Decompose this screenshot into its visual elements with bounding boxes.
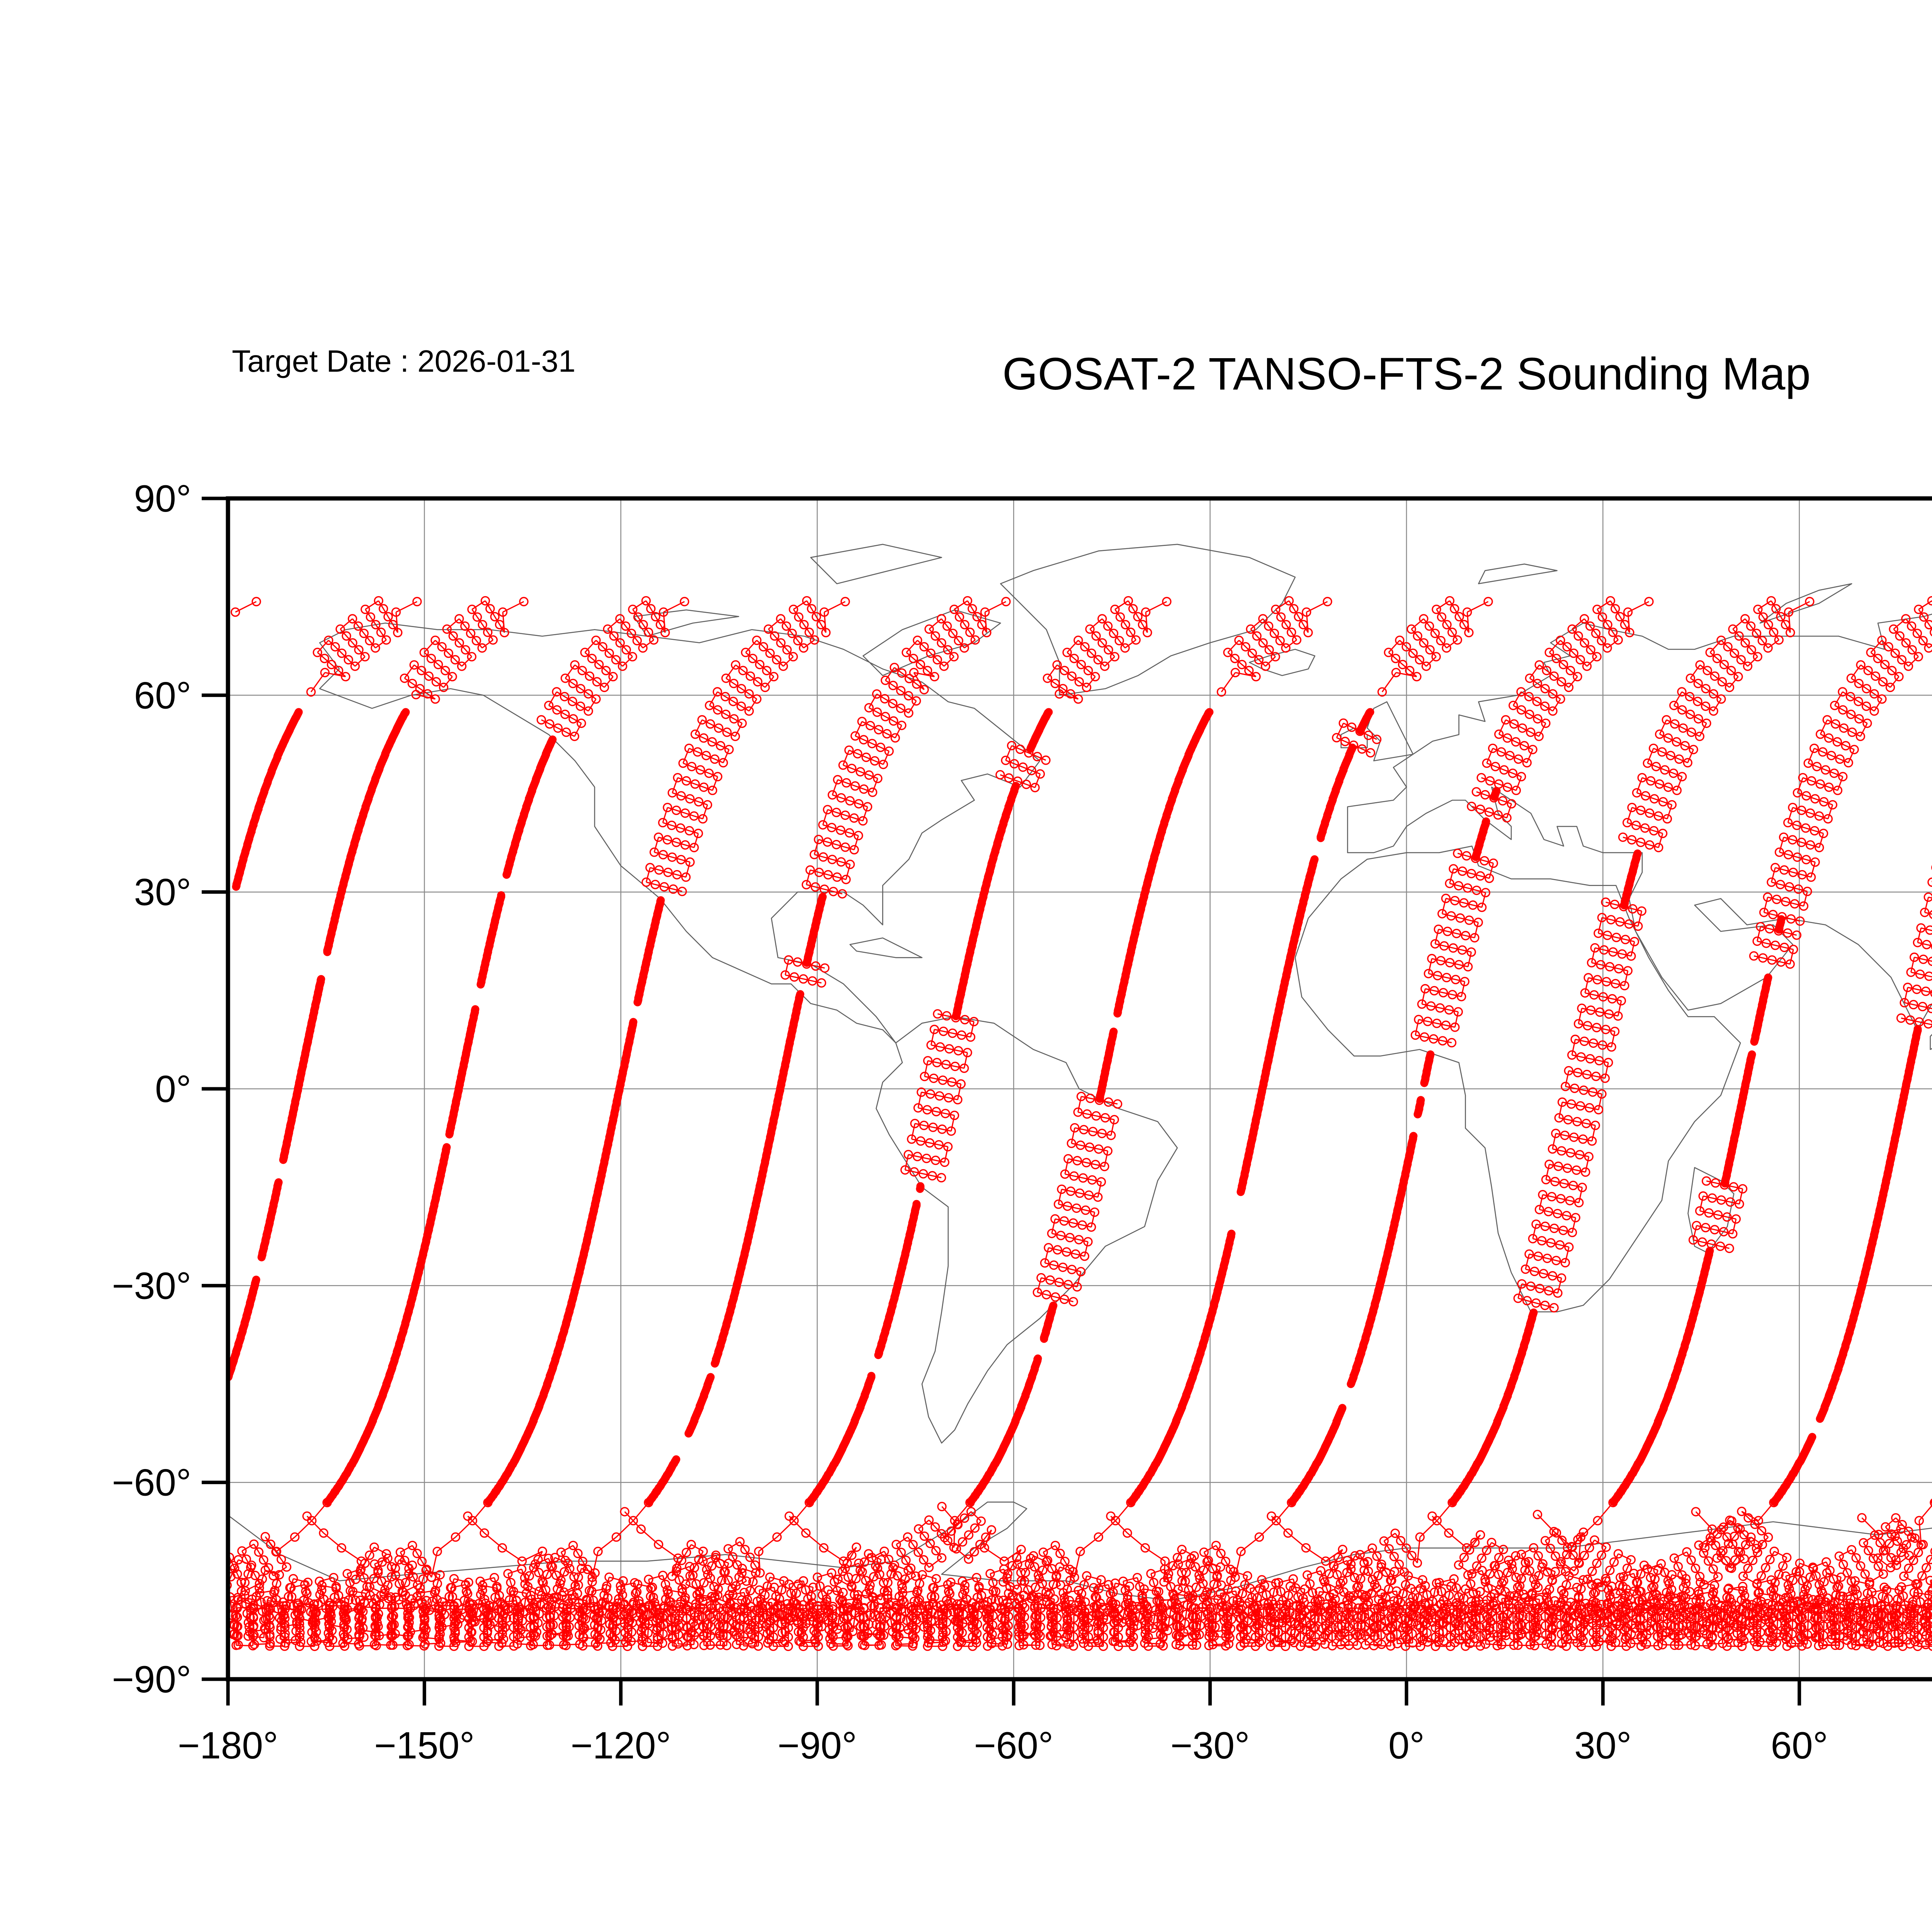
x-tick-label: −60° [974, 1724, 1053, 1767]
target-date-label: Target Date : 2026-01-31 [232, 344, 575, 378]
x-tick-label: −120° [571, 1724, 671, 1767]
y-tick-label: 30° [134, 871, 191, 913]
y-tick-label: −60° [112, 1461, 191, 1504]
y-tick-label: −90° [112, 1658, 191, 1700]
x-tick-label: −30° [1170, 1724, 1250, 1767]
x-tick-label: −180° [178, 1724, 278, 1767]
page-title: GOSAT-2 TANSO-FTS-2 Sounding Map [1002, 349, 1811, 400]
x-tick-label: −90° [777, 1724, 857, 1767]
x-tick-label: 0° [1388, 1724, 1425, 1767]
y-tick-label: 0° [155, 1068, 191, 1110]
x-tick-label: −150° [374, 1724, 474, 1767]
x-tick-label: 30° [1574, 1724, 1631, 1767]
x-tick-label: 60° [1771, 1724, 1828, 1767]
y-tick-label: 90° [134, 477, 191, 520]
y-tick-label: 60° [134, 674, 191, 716]
y-tick-label: −30° [112, 1264, 191, 1307]
